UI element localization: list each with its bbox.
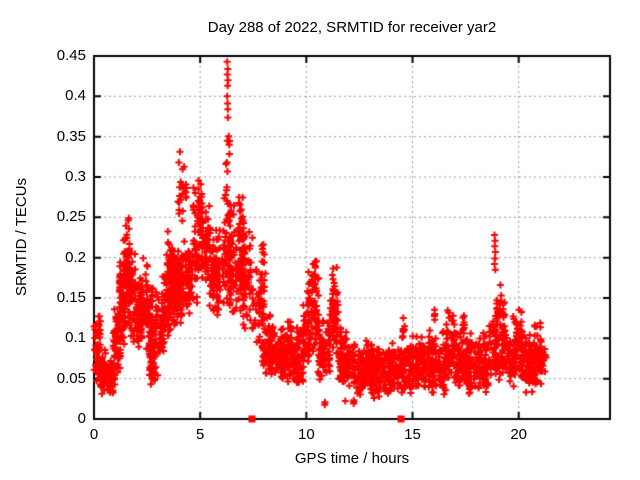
y-tick-label: 0.1 [65, 329, 86, 347]
y-tick-label: 0.2 [65, 248, 86, 266]
y-tick-label: 0.3 [65, 168, 86, 185]
x-tick-label: 0 [89, 426, 99, 443]
x-tick-label: 10 [298, 426, 315, 443]
y-tick-label: 0.25 [56, 208, 86, 226]
y-tick-label: 0.35 [56, 127, 86, 145]
x-tick-label: 5 [196, 426, 205, 443]
x-tick-label: 20 [510, 426, 528, 443]
y-tick-label: 0.4 [65, 87, 86, 105]
x-tick-label: 15 [404, 426, 421, 443]
chart-title: Day 288 of 2022, SRMTID for receiver yar… [207, 19, 497, 36]
y-tick-label: 0.45 [56, 47, 86, 64]
y-tick-label: 0.05 [56, 369, 86, 387]
x-axis-label: GPS time / hours [294, 450, 410, 467]
y-tick-label: 0.15 [56, 289, 86, 306]
y-tick-label: 0 [77, 410, 86, 427]
y-axis-label-text: SRMTID / TECUs [13, 177, 30, 297]
